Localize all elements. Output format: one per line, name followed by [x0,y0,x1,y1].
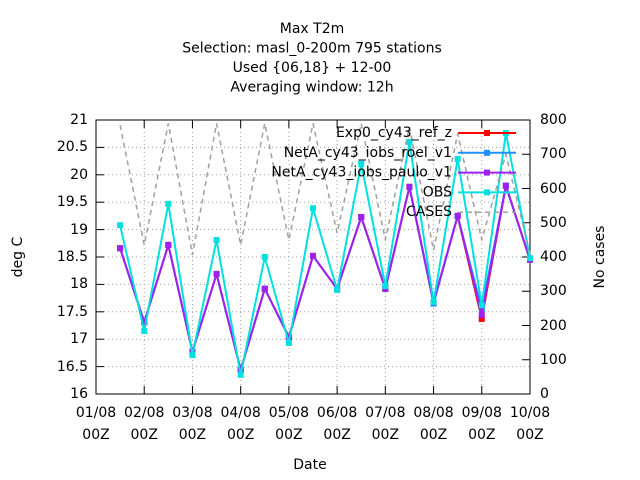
data-point [165,241,172,248]
y2-tick-label: 400 [540,249,567,265]
data-point [454,155,461,162]
data-point [478,315,485,322]
x-tick-label: 03/08 00Z [172,405,213,443]
y-tick-label: 16.5 [56,358,88,375]
data-point [189,352,196,359]
y-tick-label: 19 [70,221,88,238]
data-point [454,212,461,219]
legend-label: Exp0_cy43_ref_z [336,125,452,141]
data-point [141,319,148,326]
data-point [478,302,485,309]
legend-label: NetA_cy43_iobs_paulo_v1 [271,165,452,181]
legend-label: NetA_cy43_iobs_roel_v1 [284,145,452,161]
data-point [117,245,124,252]
legend-marker [484,149,490,156]
data-point [478,312,485,319]
x-tick-label: 05/08 00Z [268,405,310,443]
x-tick-label: 02/08 00Z [124,405,165,443]
data-point [213,270,220,277]
data-point [285,340,292,347]
y-tick-label: 21 [70,112,88,128]
y2-tick-label: 700 [540,146,567,163]
legend-label: OBS [423,184,452,200]
data-point [334,286,341,293]
series-line [119,132,531,376]
data-point [261,254,268,260]
y2-tick-label: 100 [540,351,567,368]
x-tick-label: 06/08 00Z [316,405,358,443]
data-point [478,306,485,313]
legend-marker [484,189,490,196]
y-tick-label: 18 [70,276,88,293]
x-tick-label: 10/08 00Z [509,405,551,443]
data-point [237,371,244,378]
y2-tick-label: 600 [540,180,567,197]
data-point [406,138,413,145]
y-tick-label: 19.5 [56,194,88,211]
chart-title: Used {06,18} + 12-00 [233,60,392,76]
series-line [119,185,531,374]
x-tick-label: 08/08 00Z [413,405,454,443]
x-tick-label: 09/08 00Z [461,405,502,443]
data-point [527,255,533,262]
y-tick-label: 20.5 [56,139,88,156]
chart-title: Max T2m [280,21,345,37]
legend-label: CASES [406,204,452,220]
x-tick-label: 04/08 00Z [220,405,261,443]
legend-marker [484,169,490,176]
y2-tick-label: 300 [540,283,567,300]
data-point [165,200,172,207]
y-tick-label: 20 [70,166,88,183]
y-tick-label: 18.5 [56,249,88,265]
data-point [358,213,365,220]
y2-tick-label: 0 [540,386,549,402]
y2-tick-label: 200 [540,317,567,334]
data-point [117,222,124,229]
x-axis-label: Date [293,457,326,473]
data-point [430,298,437,305]
y-axis-label: deg C [10,236,26,277]
data-point [358,160,365,167]
y2-tick-label: 500 [540,214,567,231]
y-tick-label: 16 [70,386,88,402]
data-point [382,283,389,290]
data-point [261,285,268,292]
data-point [213,237,220,244]
chart-title: Selection: masl_0-200m 795 stations [182,41,442,57]
data-point [141,327,148,334]
legend-marker [484,130,490,136]
y-tick-label: 17.5 [56,303,88,320]
x-tick-label: 01/08 00Z [75,405,117,443]
series-line [119,123,531,256]
y2-axis-label: No cases [592,226,608,289]
data-point [406,183,413,190]
data-point [285,334,292,341]
data-point [310,252,316,259]
y2-tick-label: 800 [540,112,567,128]
data-point [502,182,509,189]
chart-title: Averaging window: 12h [230,80,393,96]
y-tick-label: 17 [70,331,88,348]
data-point [310,205,316,212]
x-tick-label: 07/08 00Z [365,405,406,443]
series-line [119,181,531,374]
series-line [119,185,531,374]
